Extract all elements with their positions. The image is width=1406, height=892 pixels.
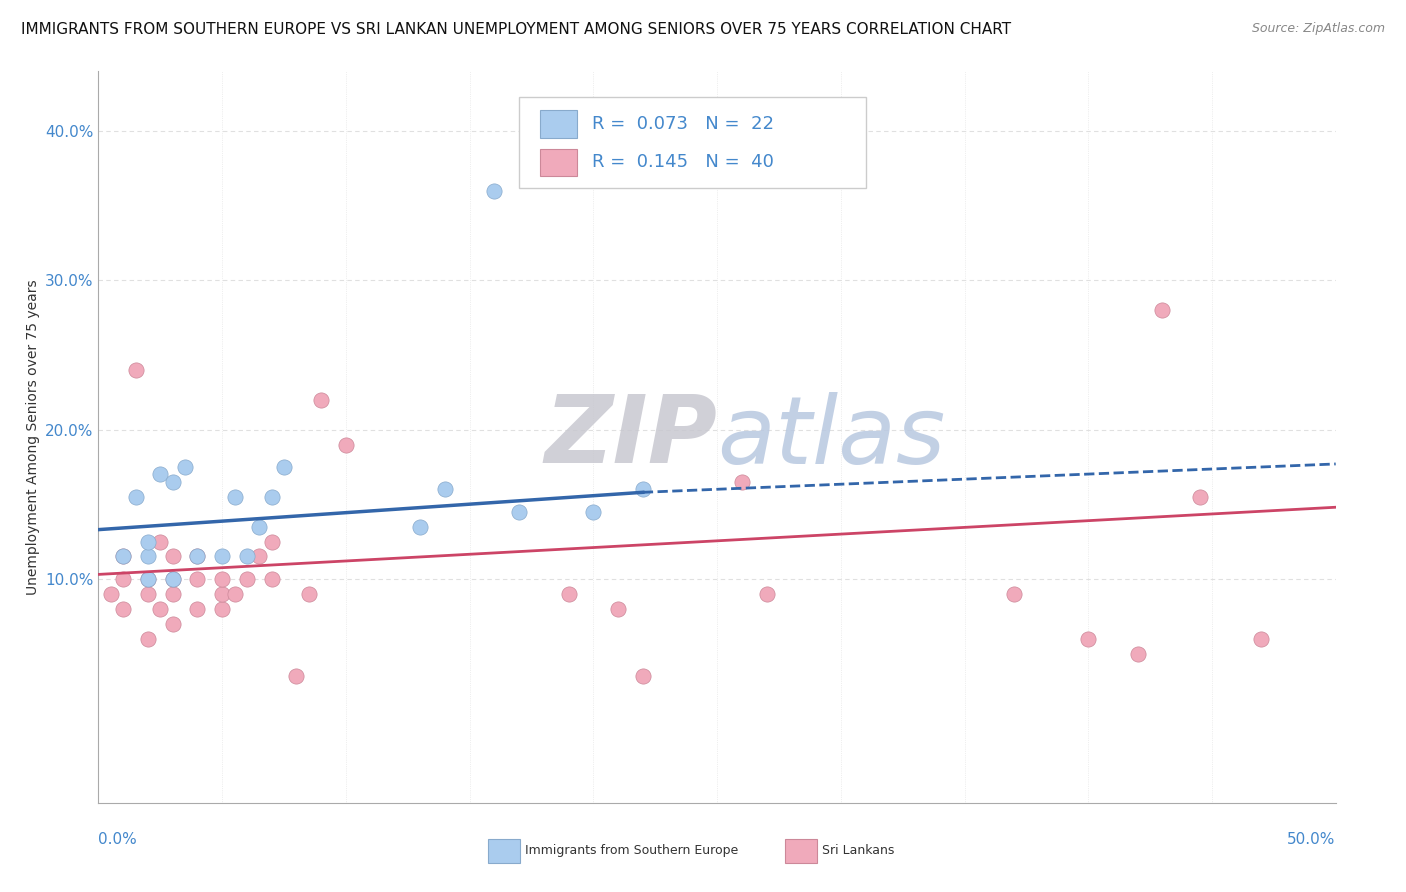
Point — [136, 587, 159, 601]
Point — [136, 572, 159, 586]
Text: 50.0%: 50.0% — [1288, 832, 1336, 847]
Point — [582, 505, 605, 519]
Point — [260, 534, 283, 549]
Text: Immigrants from Southern Europe: Immigrants from Southern Europe — [526, 844, 738, 857]
Point — [631, 669, 654, 683]
Text: 0.0%: 0.0% — [98, 832, 138, 847]
Point — [236, 572, 259, 586]
Point — [211, 549, 233, 564]
Point — [631, 483, 654, 497]
Point — [124, 490, 146, 504]
Point — [224, 587, 246, 601]
Point — [508, 505, 530, 519]
Point — [112, 572, 135, 586]
Point — [149, 534, 172, 549]
Point — [731, 475, 754, 489]
Y-axis label: Unemployment Among Seniors over 75 years: Unemployment Among Seniors over 75 years — [25, 279, 39, 595]
Point — [211, 572, 233, 586]
Point — [112, 549, 135, 564]
Text: R =  0.145   N =  40: R = 0.145 N = 40 — [592, 153, 773, 171]
Point — [162, 616, 184, 631]
Point — [124, 363, 146, 377]
Point — [247, 519, 270, 533]
FancyBboxPatch shape — [540, 110, 578, 137]
Point — [433, 483, 456, 497]
Point — [335, 437, 357, 451]
Point — [112, 601, 135, 615]
Point — [149, 601, 172, 615]
FancyBboxPatch shape — [785, 838, 817, 863]
Point — [1152, 303, 1174, 318]
Point — [557, 587, 579, 601]
Point — [236, 549, 259, 564]
Point — [1077, 632, 1099, 646]
Point — [260, 490, 283, 504]
Point — [186, 572, 208, 586]
Point — [607, 601, 630, 615]
FancyBboxPatch shape — [540, 149, 578, 177]
Point — [247, 549, 270, 564]
Text: IMMIGRANTS FROM SOUTHERN EUROPE VS SRI LANKAN UNEMPLOYMENT AMONG SENIORS OVER 75: IMMIGRANTS FROM SOUTHERN EUROPE VS SRI L… — [21, 22, 1011, 37]
Text: atlas: atlas — [717, 392, 945, 483]
Point — [409, 519, 432, 533]
Text: Source: ZipAtlas.com: Source: ZipAtlas.com — [1251, 22, 1385, 36]
Point — [1250, 632, 1272, 646]
Point — [136, 572, 159, 586]
Point — [136, 534, 159, 549]
Point — [260, 572, 283, 586]
Point — [309, 392, 332, 407]
Point — [186, 601, 208, 615]
FancyBboxPatch shape — [488, 838, 520, 863]
Point — [211, 587, 233, 601]
Point — [174, 459, 197, 474]
Point — [298, 587, 321, 601]
Point — [273, 459, 295, 474]
Point — [1002, 587, 1025, 601]
Point — [149, 467, 172, 482]
FancyBboxPatch shape — [519, 97, 866, 188]
Text: R =  0.073   N =  22: R = 0.073 N = 22 — [592, 115, 775, 133]
Point — [162, 549, 184, 564]
Point — [755, 587, 778, 601]
Point — [224, 490, 246, 504]
Point — [162, 572, 184, 586]
Point — [285, 669, 308, 683]
Point — [136, 549, 159, 564]
Point — [211, 601, 233, 615]
Point — [112, 549, 135, 564]
Point — [162, 587, 184, 601]
Text: ZIP: ZIP — [544, 391, 717, 483]
Point — [136, 632, 159, 646]
Point — [186, 549, 208, 564]
Point — [162, 572, 184, 586]
Point — [1188, 490, 1211, 504]
Text: Sri Lankans: Sri Lankans — [823, 844, 894, 857]
Point — [1126, 647, 1149, 661]
Point — [186, 549, 208, 564]
Point — [100, 587, 122, 601]
Point — [162, 475, 184, 489]
Point — [484, 184, 506, 198]
